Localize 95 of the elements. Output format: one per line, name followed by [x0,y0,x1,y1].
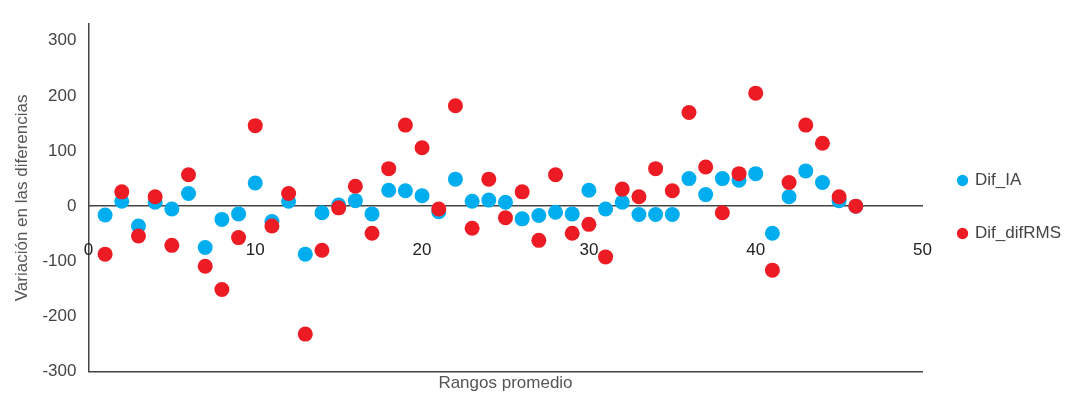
point [764,225,780,241]
point [514,184,530,200]
point [181,185,197,201]
point [247,175,263,191]
point [698,159,714,175]
point [598,249,614,265]
x-tick-label: 10 [245,240,265,260]
point [481,192,497,208]
x-axis-title: Rangos promedio [438,373,573,393]
point [164,237,180,253]
point [614,194,630,210]
point [731,166,747,182]
point [414,188,430,204]
point [314,205,330,221]
point [531,232,547,248]
point [781,189,797,205]
point [681,104,697,120]
y-tick-label: 300 [48,30,77,50]
point [347,178,363,194]
point [748,85,764,101]
point [564,206,580,222]
point [631,189,647,205]
point [514,211,530,227]
point [130,228,146,244]
y-tick-label: -100 [42,251,77,270]
point [497,210,513,226]
point [464,193,480,209]
point [364,206,380,222]
point [714,205,730,221]
y-axis-title: Variación en las diferencias [11,94,31,302]
point [347,193,363,209]
point [698,187,714,203]
y-tick-label: 200 [48,85,77,105]
point [114,184,130,200]
point [297,246,313,262]
point [648,206,664,222]
x-tick-label: 50 [913,240,932,260]
point [531,208,547,224]
point [614,181,630,197]
point [648,161,664,177]
point [297,326,313,342]
point [781,174,797,190]
point [397,183,413,199]
point [447,171,463,187]
point [314,242,330,258]
y-tick-label: 0 [66,195,77,215]
point [481,171,497,187]
point [681,171,697,187]
point [164,201,180,217]
point [831,189,847,205]
point [798,163,814,179]
point [798,117,814,133]
y-tick-label: 100 [48,140,77,160]
point [414,140,430,156]
point [497,194,513,210]
point [814,135,830,151]
point [581,216,597,232]
point [814,174,830,190]
point [214,211,230,227]
point [97,207,113,223]
point [364,225,380,241]
point [281,185,297,201]
point [464,220,480,236]
y-tick-label: -200 [42,306,77,326]
point [714,171,730,187]
x-tick-label: 20 [412,240,432,260]
point [548,204,564,220]
point [381,182,397,198]
legend-label: Dif_difRMS [975,223,1062,243]
legend-label: Dif_IA [975,170,1022,190]
point [664,183,680,199]
point [231,230,247,246]
point [631,206,647,222]
x-tick-label: 30 [579,240,599,260]
point [247,118,263,134]
point [748,166,764,182]
point [664,206,680,222]
point [147,189,163,205]
point [564,225,580,241]
point [264,218,280,234]
point [764,262,780,278]
point [97,246,113,262]
point [231,206,247,222]
point [581,182,597,198]
y-tick-label: -300 [42,361,77,381]
point [548,167,564,183]
point [397,117,413,133]
point [181,167,197,183]
x-tick-label: 40 [746,240,766,260]
point [447,98,463,114]
point [214,281,230,297]
point [197,240,213,256]
point [598,201,614,217]
point [381,161,397,177]
point [197,258,213,274]
